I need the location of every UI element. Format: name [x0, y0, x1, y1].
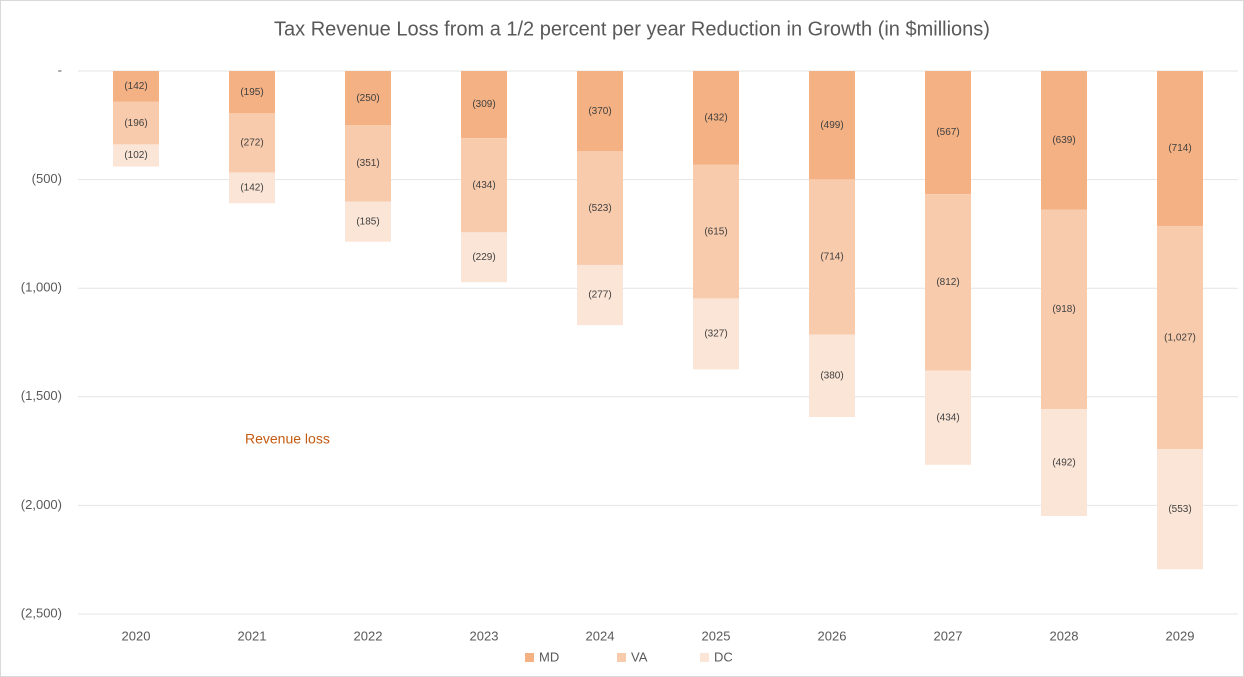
bar-segment: [461, 71, 507, 139]
data-label: (434): [472, 180, 495, 191]
data-label: (142): [240, 182, 263, 193]
bar-segment: [1157, 226, 1203, 450]
x-tick-label: 2021: [238, 628, 267, 643]
y-tick-label: -: [58, 62, 62, 77]
bar-segment: [345, 125, 391, 202]
bar-segment: [113, 144, 159, 167]
bar-segment: [809, 334, 855, 417]
bar-segment: [925, 71, 971, 195]
data-label: (351): [356, 158, 379, 169]
legend-label: MD: [539, 649, 559, 664]
legend-swatch: [700, 653, 709, 662]
y-tick-label: (500): [32, 171, 62, 186]
data-label: (492): [1052, 457, 1075, 468]
bar-segment: [229, 113, 275, 173]
bar-segment: [809, 71, 855, 180]
legend-swatch: [525, 653, 534, 662]
data-label: (195): [240, 87, 263, 98]
legend-label: DC: [714, 649, 733, 664]
bar-segment: [345, 201, 391, 242]
y-tick-label: (1,000): [21, 280, 62, 295]
x-tick-label: 2023: [470, 628, 499, 643]
data-label: (918): [1052, 304, 1075, 315]
data-label: (434): [936, 412, 959, 423]
data-label: (250): [356, 93, 379, 104]
chart-title: Tax Revenue Loss from a 1/2 percent per …: [274, 18, 990, 40]
data-label: (370): [588, 106, 611, 117]
data-label: (142): [124, 81, 147, 92]
data-label: (553): [1168, 504, 1191, 515]
data-label: (714): [820, 252, 843, 263]
x-tick-label: 2027: [934, 628, 963, 643]
data-label: (272): [240, 138, 263, 149]
bar-segment: [925, 370, 971, 465]
x-tick-label: 2029: [1166, 628, 1195, 643]
bar-segment: [1157, 449, 1203, 570]
x-tick-label: 2022: [354, 628, 383, 643]
bar-segment: [577, 264, 623, 326]
data-label: (639): [1052, 135, 1075, 146]
y-tick-label: (1,500): [21, 388, 62, 403]
bar-segment: [461, 232, 507, 283]
bar-segment: [577, 151, 623, 265]
bar-segment: [113, 101, 159, 145]
bar-segment: [113, 71, 159, 102]
data-label: (229): [472, 252, 495, 263]
bar-segment: [229, 71, 275, 114]
data-label: (185): [356, 216, 379, 227]
data-label: (812): [936, 277, 959, 288]
legend-label: VA: [631, 649, 648, 664]
data-label: (714): [1168, 143, 1191, 154]
y-tick-label: (2,000): [21, 497, 62, 512]
data-label: (380): [820, 370, 843, 381]
bar-segment: [1157, 71, 1203, 227]
data-label: (309): [472, 99, 495, 110]
bar-segment: [1041, 71, 1087, 210]
data-label: (432): [704, 113, 727, 124]
bar-segment: [809, 179, 855, 335]
data-label: (567): [936, 127, 959, 138]
bar-segment: [1041, 209, 1087, 410]
bar-segment: [461, 138, 507, 233]
data-label: (523): [588, 203, 611, 214]
bar-segment: [345, 71, 391, 126]
data-label: (327): [704, 329, 727, 340]
bar-segment: [1041, 409, 1087, 517]
data-label: (499): [820, 120, 843, 131]
bar-segment: [229, 172, 275, 204]
bar-segment: [925, 194, 971, 371]
data-label: (102): [124, 150, 147, 161]
bar-segment: [693, 164, 739, 299]
x-tick-label: 2020: [122, 628, 151, 643]
data-label: (277): [588, 290, 611, 301]
legend-swatch: [617, 653, 626, 662]
bar-segment: [577, 71, 623, 152]
annotation: Revenue loss: [245, 431, 330, 447]
x-tick-label: 2026: [818, 628, 847, 643]
x-tick-label: 2028: [1050, 628, 1079, 643]
y-tick-label: (2,500): [21, 605, 62, 620]
x-tick-label: 2024: [586, 628, 615, 643]
data-label: (196): [124, 118, 147, 129]
data-label: (1,027): [1164, 332, 1196, 343]
bar-segment: [693, 71, 739, 165]
x-tick-label: 2025: [702, 628, 731, 643]
bar-segment: [693, 298, 739, 370]
data-label: (615): [704, 226, 727, 237]
